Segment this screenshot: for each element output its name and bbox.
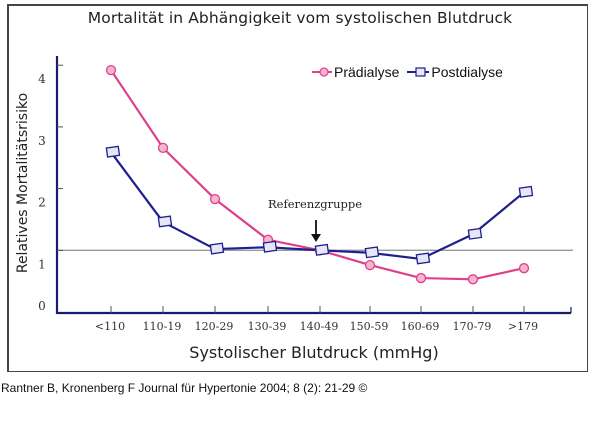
x-tick-label: 150-59 <box>350 320 389 333</box>
data-point-postdialyse <box>364 246 380 259</box>
reference-annotation: Referenzgruppe <box>268 197 363 211</box>
data-point-praedialyse <box>105 64 117 76</box>
x-tick-label: 170-79 <box>453 320 492 333</box>
legend-item-postdialyse: Postdialyse <box>407 64 503 80</box>
data-point-postdialyse <box>467 227 483 240</box>
legend-label: Prädialyse <box>334 64 400 80</box>
data-point-praedialyse <box>415 272 427 284</box>
y-tick-label: 4 <box>38 72 46 86</box>
data-point-praedialyse <box>518 263 530 274</box>
x-tick-label: 110-19 <box>143 320 182 333</box>
y-tick-label: 1 <box>38 257 46 271</box>
square-marker-icon <box>407 67 430 77</box>
data-point-postdialyse <box>415 252 431 265</box>
legend: Prädialyse Postdialyse <box>312 64 503 80</box>
source-citation: Rantner B, Kronenberg F Journal für Hype… <box>1 381 368 395</box>
x-tick-label: <110 <box>95 320 125 333</box>
x-axis-label: Systolischer Blutdruck (mmHg) <box>189 343 439 362</box>
data-point-postdialyse <box>157 215 173 228</box>
legend-item-praedialyse: Prädialyse <box>312 64 399 80</box>
data-point-praedialyse <box>467 274 479 285</box>
data-point-postdialyse <box>262 240 278 253</box>
x-tick-label: 120-29 <box>195 320 234 333</box>
y-axis-label: Relatives Mortalitätsrisiko <box>15 92 31 274</box>
x-tick-label: >179 <box>508 320 538 333</box>
y-tick-label: 2 <box>38 196 46 210</box>
data-point-postdialyse <box>314 243 330 256</box>
x-tick-label: 160-69 <box>401 320 440 333</box>
chart-frame <box>7 4 588 372</box>
y-tick-label: 0 <box>38 299 46 313</box>
data-point-praedialyse <box>209 193 221 205</box>
y-tick-label: 3 <box>38 134 46 148</box>
data-point-postdialyse <box>209 242 225 255</box>
x-tick-label: 140-49 <box>300 320 339 333</box>
x-tick-label: 130-39 <box>248 320 287 333</box>
legend-label: Postdialyse <box>431 64 503 80</box>
data-point-postdialyse <box>518 185 534 198</box>
chart-title: Mortalität in Abhängigkeit vom systolisc… <box>87 9 513 27</box>
data-point-praedialyse <box>364 259 376 271</box>
arrow-head-icon <box>311 234 321 242</box>
data-point-postdialyse <box>105 145 121 158</box>
data-point-praedialyse <box>157 142 169 154</box>
circle-marker-icon <box>312 67 332 77</box>
